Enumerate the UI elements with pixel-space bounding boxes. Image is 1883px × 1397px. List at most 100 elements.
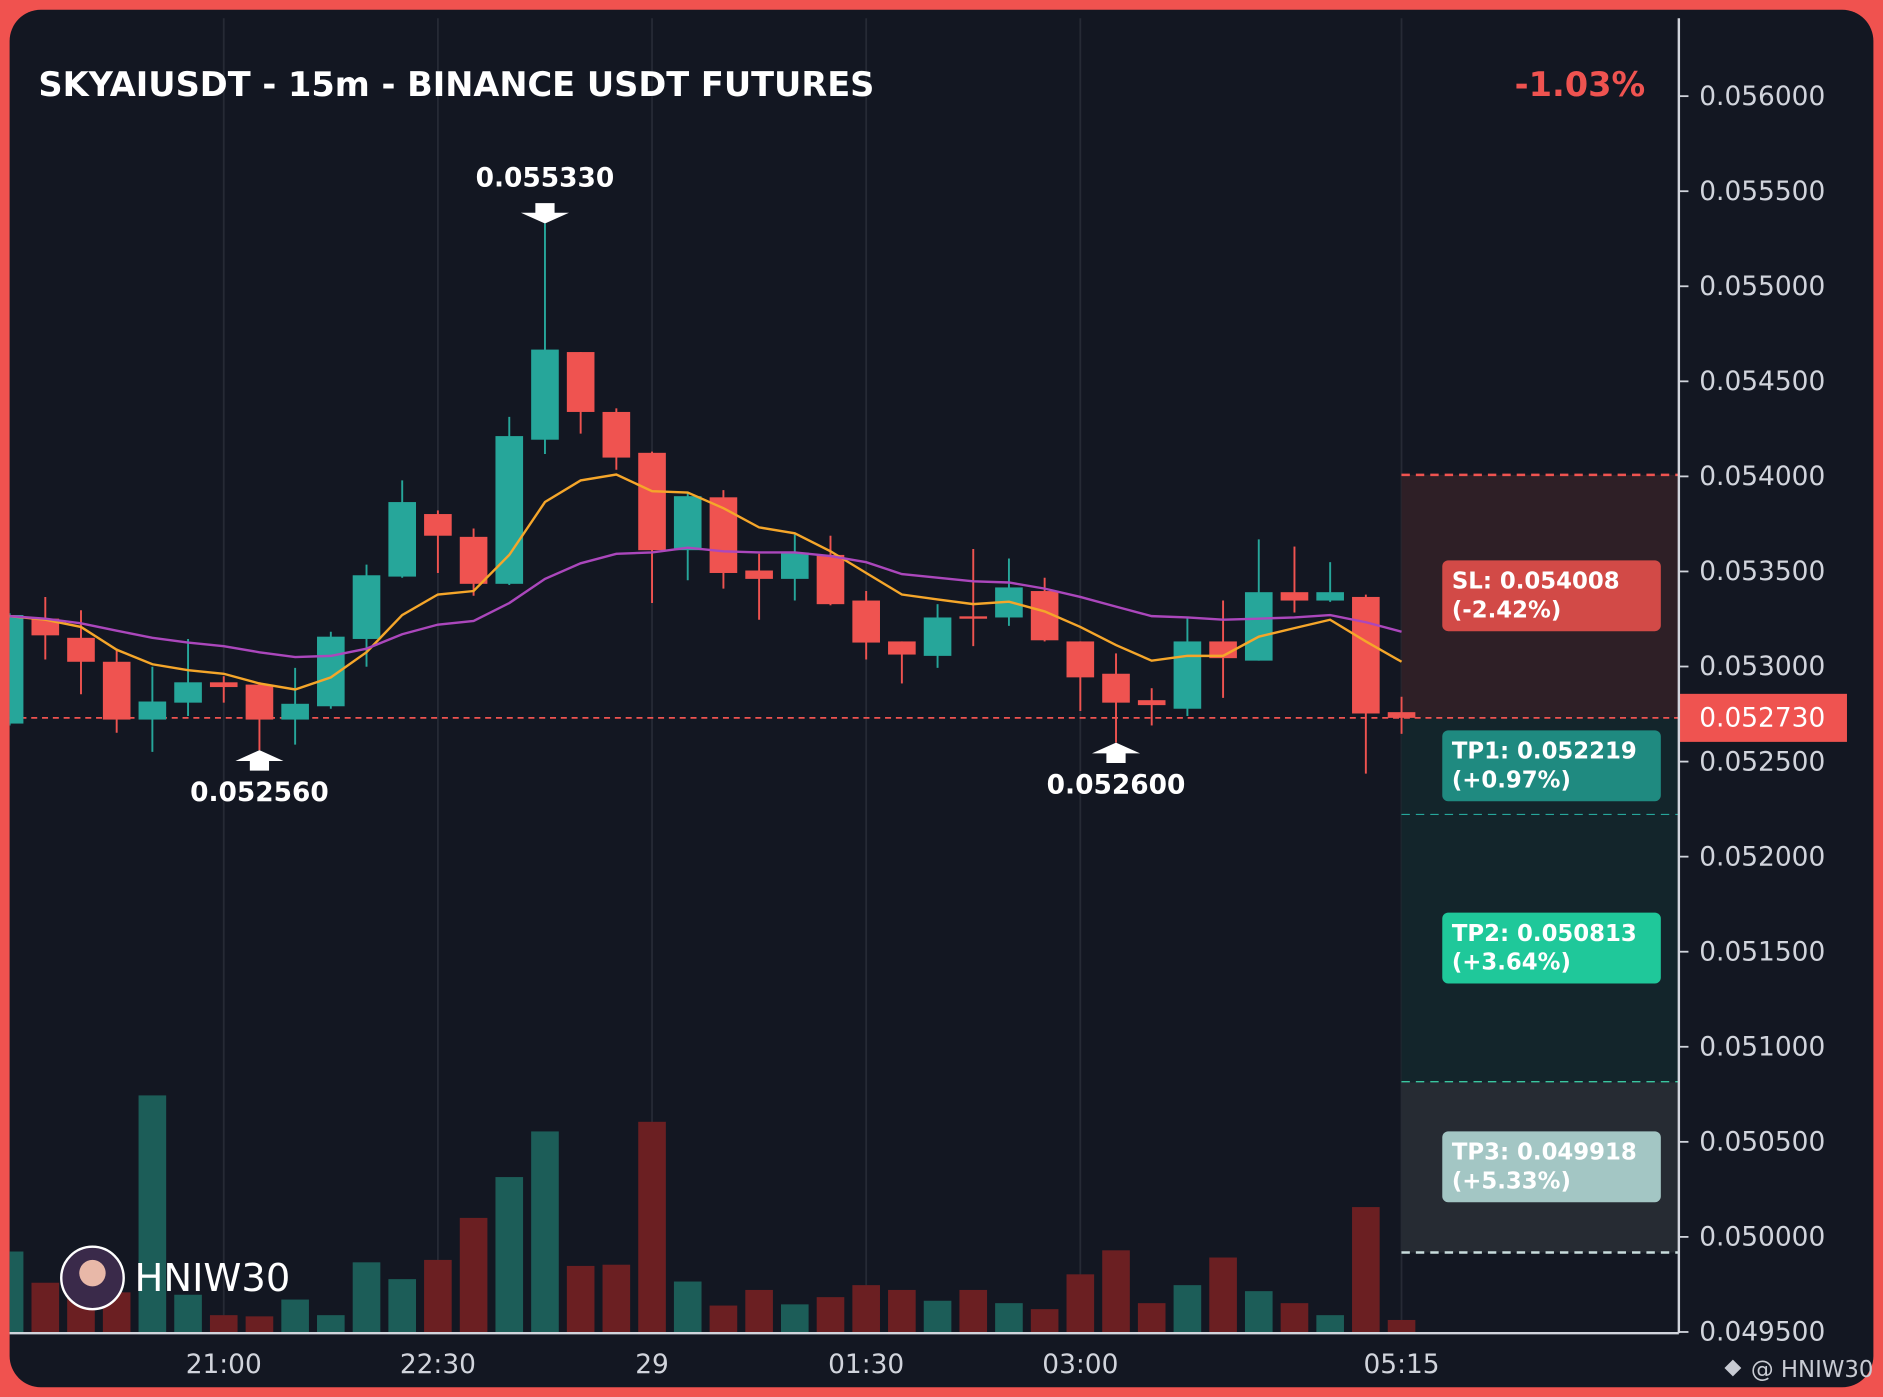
level-pct: (+5.33%) <box>1452 1168 1571 1194</box>
volume-bar <box>566 1265 595 1334</box>
volume-bar <box>745 1289 773 1334</box>
level-pct: (+3.64%) <box>1452 950 1571 976</box>
volume-bar <box>1066 1274 1095 1334</box>
candle-body <box>566 352 595 412</box>
candle-body <box>745 570 773 579</box>
change: -1.03% <box>1515 65 1646 104</box>
level-pct: (-2.42%) <box>1452 597 1561 623</box>
level-box <box>1442 912 1661 984</box>
candle-body <box>1352 596 1380 714</box>
low-arrow <box>235 750 284 771</box>
x-tick-label: 01:30 <box>828 1349 904 1380</box>
candle-body <box>638 452 666 551</box>
x-tick-label: 21:00 <box>186 1349 262 1380</box>
level-label: SL: 0.054008 <box>1452 568 1620 594</box>
level-label: TP2: 0.050813 <box>1452 921 1637 947</box>
volume-bar <box>1102 1250 1130 1334</box>
volume-bar <box>1244 1291 1273 1334</box>
high-arrow <box>520 203 569 224</box>
y-tick-label: 0.054000 <box>1699 461 1825 492</box>
volume-bar <box>673 1281 702 1334</box>
volume-bar <box>923 1300 952 1334</box>
x-tick-label: 05:15 <box>1363 1349 1439 1380</box>
volume-bar <box>1209 1257 1237 1334</box>
y-tick-label: 0.056000 <box>1699 81 1825 112</box>
candle-body <box>388 502 417 577</box>
avatar-face <box>79 1259 106 1287</box>
y-tick-label: 0.055500 <box>1699 176 1825 207</box>
volume-bar <box>1173 1285 1202 1334</box>
volume-bar <box>9 1251 24 1334</box>
volume-bar <box>138 1095 167 1334</box>
candle-body <box>138 701 167 720</box>
candle-body <box>459 536 488 584</box>
volume-bar <box>388 1279 417 1334</box>
candle-body <box>102 661 131 720</box>
volume-bar <box>638 1121 666 1334</box>
overlay: 0.049500 0.050000 0.050500 0.051000 0.051500… <box>186 81 1847 1380</box>
y-tick-label: 0.052000 <box>1699 841 1825 872</box>
candles <box>9 223 1416 774</box>
volume-bar <box>1137 1303 1166 1334</box>
candle-body <box>1137 700 1166 706</box>
y-tick-label: 0.049500 <box>1699 1317 1825 1348</box>
candle-body <box>1209 641 1237 659</box>
volume-bar <box>816 1297 845 1334</box>
volume-bar <box>531 1131 559 1334</box>
y-tick-label: 0.052500 <box>1699 746 1825 777</box>
candle-body <box>888 641 916 655</box>
y-tick-label: 0.051000 <box>1699 1031 1825 1062</box>
candle-body <box>1066 641 1095 678</box>
candle-body <box>709 497 738 573</box>
candle-body <box>673 496 702 551</box>
y-tick-label: 0.050500 <box>1699 1127 1825 1158</box>
moving-average <box>9 473 1403 691</box>
volume-bar <box>888 1289 916 1334</box>
candle-body <box>531 349 559 440</box>
volume-bar <box>1352 1207 1380 1334</box>
candle-body <box>852 600 880 643</box>
candle-body <box>1102 673 1130 703</box>
watermark: HNIW30 <box>135 1256 291 1301</box>
volume-bar <box>780 1304 809 1334</box>
candle-body <box>602 411 631 458</box>
low-label: 0.052560 <box>190 777 329 808</box>
level-box <box>1442 560 1661 632</box>
volume-bar <box>317 1315 345 1334</box>
candle-body <box>31 618 60 636</box>
volume-bar <box>174 1294 202 1334</box>
credit: @ HNIW30 <box>1751 1357 1874 1383</box>
level-box <box>1442 1131 1661 1203</box>
candle-body <box>67 637 95 662</box>
volume-bar <box>424 1259 452 1334</box>
volume <box>9 1095 1416 1334</box>
candle-body <box>1280 592 1309 601</box>
x-tick-label: 29 <box>635 1349 669 1380</box>
candle-body <box>780 552 809 579</box>
candle-body <box>495 436 524 584</box>
candle-body <box>1173 641 1202 709</box>
candle-body <box>174 682 202 703</box>
y-tick-label: 0.055000 <box>1699 271 1825 302</box>
moving-average <box>9 546 1402 659</box>
level-label: TP3: 0.049918 <box>1452 1140 1637 1166</box>
candle-body <box>1316 592 1344 601</box>
y-tick-label: 0.050000 <box>1699 1222 1825 1253</box>
volume-bar <box>852 1285 880 1334</box>
y-tick-label: 0.053000 <box>1699 651 1825 682</box>
candle-body <box>424 514 452 536</box>
level-pct: (+0.97%) <box>1452 767 1571 793</box>
volume-bar <box>709 1305 738 1334</box>
x-tick-label: 22:30 <box>400 1349 476 1380</box>
candle-body <box>959 616 988 619</box>
candle-body <box>1244 592 1273 661</box>
chart-title: SKYAIUSDT - 15m - BINANCE USDT FUTURES <box>38 65 874 104</box>
y-tick-label: 0.054500 <box>1699 366 1825 397</box>
volume-bar <box>1387 1319 1416 1334</box>
volume-bar <box>1280 1303 1309 1334</box>
volume-bar <box>459 1217 488 1334</box>
current-price-label: 0.052730 <box>1699 703 1825 734</box>
volume-bar <box>352 1262 381 1334</box>
